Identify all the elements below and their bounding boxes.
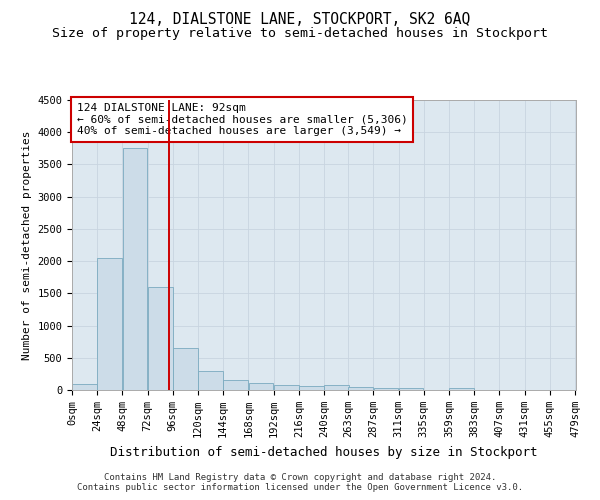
Text: 124, DIALSTONE LANE, STOCKPORT, SK2 6AQ: 124, DIALSTONE LANE, STOCKPORT, SK2 6AQ xyxy=(130,12,470,28)
Text: 124 DIALSTONE LANE: 92sqm
← 60% of semi-detached houses are smaller (5,306)
40% : 124 DIALSTONE LANE: 92sqm ← 60% of semi-… xyxy=(77,103,408,136)
Bar xyxy=(148,287,173,390)
Bar xyxy=(274,384,299,390)
Bar xyxy=(72,384,97,390)
Bar xyxy=(374,388,398,390)
Bar xyxy=(324,385,349,390)
Bar xyxy=(248,382,274,390)
Bar xyxy=(97,258,122,390)
Text: Size of property relative to semi-detached houses in Stockport: Size of property relative to semi-detach… xyxy=(52,28,548,40)
Bar xyxy=(173,348,198,390)
Bar xyxy=(198,372,223,390)
Y-axis label: Number of semi-detached properties: Number of semi-detached properties xyxy=(22,130,32,360)
Bar xyxy=(122,148,148,390)
Bar xyxy=(449,388,474,390)
X-axis label: Distribution of semi-detached houses by size in Stockport: Distribution of semi-detached houses by … xyxy=(110,446,538,458)
Bar xyxy=(349,387,373,390)
Bar xyxy=(399,388,424,390)
Bar xyxy=(223,380,248,390)
Bar xyxy=(299,386,324,390)
Text: Contains HM Land Registry data © Crown copyright and database right 2024.
Contai: Contains HM Land Registry data © Crown c… xyxy=(77,473,523,492)
